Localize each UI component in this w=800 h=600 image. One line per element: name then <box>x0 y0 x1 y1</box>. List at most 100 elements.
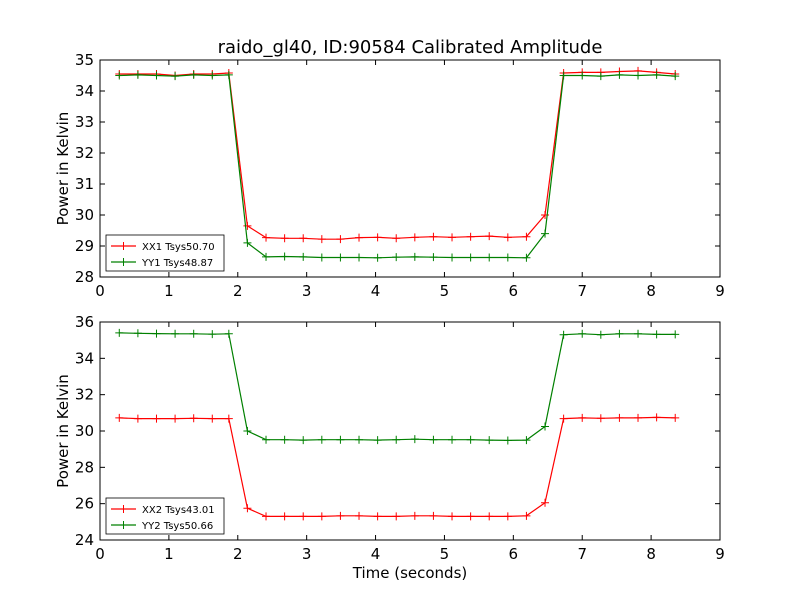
legend-marker <box>119 258 128 266</box>
y-tick-label: 30 <box>75 422 94 440</box>
data-point <box>634 329 643 338</box>
data-point <box>224 329 233 338</box>
data-point <box>485 436 494 445</box>
data-point <box>448 233 457 242</box>
data-point <box>559 330 568 339</box>
data-point <box>317 512 326 521</box>
data-point <box>615 70 624 79</box>
data-point <box>280 435 289 444</box>
data-point <box>171 414 180 423</box>
data-point <box>392 234 401 243</box>
y-tick-label: 34 <box>75 349 94 367</box>
legend-label: YY2 Tsys50.66 <box>141 521 213 532</box>
data-point <box>224 414 233 423</box>
y-tick-label: 31 <box>75 175 94 193</box>
data-point <box>373 233 382 242</box>
series-line-1-1 <box>119 70 676 240</box>
y-tick-label: 29 <box>75 237 94 255</box>
data-point <box>503 436 512 445</box>
data-point <box>115 328 124 337</box>
x-tick-label: 2 <box>233 545 243 563</box>
series-line-2-2 <box>119 332 676 442</box>
chart-title: raido_gl40, ID:90584 Calibrated Amplitud… <box>218 37 603 58</box>
data-point <box>373 512 382 521</box>
data-point <box>317 435 326 444</box>
data-point <box>410 252 419 261</box>
data-point <box>671 72 680 81</box>
data-point <box>262 435 271 444</box>
data-point <box>262 252 271 261</box>
x-tick-label: 4 <box>371 545 381 563</box>
data-point <box>299 252 308 261</box>
data-point <box>671 413 680 422</box>
data-point <box>429 435 438 444</box>
data-point <box>410 511 419 520</box>
data-point <box>448 512 457 521</box>
data-point <box>448 253 457 262</box>
data-point <box>541 229 550 238</box>
data-point <box>615 413 624 422</box>
x-tick-label: 5 <box>440 282 450 300</box>
data-point <box>243 427 252 435</box>
legend-marker <box>119 521 128 529</box>
data-point <box>299 512 308 521</box>
data-point <box>541 422 550 431</box>
x-tick-label: 6 <box>509 282 519 300</box>
y-tick-label: 35 <box>75 51 94 69</box>
data-point <box>373 253 382 262</box>
data-point <box>392 512 401 521</box>
x-tick-label: 0 <box>95 282 105 300</box>
data-point <box>299 234 308 243</box>
data-point <box>634 413 643 422</box>
x-tick-label: 9 <box>715 282 725 300</box>
data-point <box>336 511 345 520</box>
data-point <box>317 235 326 244</box>
x-tick-label: 7 <box>577 545 587 563</box>
y-tick-label: 30 <box>75 206 94 224</box>
y-tick-label: 26 <box>75 495 94 513</box>
data-point <box>336 235 345 244</box>
data-point <box>262 512 271 521</box>
data-point <box>410 435 419 444</box>
y-axis-label: Power in Kelvin <box>54 112 72 226</box>
data-point <box>152 414 161 423</box>
x-tick-label: 3 <box>302 545 312 563</box>
data-point <box>336 253 345 262</box>
data-point <box>189 414 198 423</box>
data-point <box>559 71 568 80</box>
data-point <box>466 435 475 444</box>
data-point <box>466 232 475 241</box>
data-point <box>280 512 289 521</box>
data-point <box>429 511 438 520</box>
x-tick-label: 0 <box>95 545 105 563</box>
data-point <box>355 233 364 242</box>
legend-box <box>105 497 225 535</box>
data-point <box>429 253 438 262</box>
data-point <box>503 512 512 521</box>
y-tick-label: 32 <box>75 386 94 404</box>
data-point <box>373 436 382 445</box>
x-tick-label: 5 <box>440 545 450 563</box>
data-point <box>652 330 661 339</box>
x-tick-label: 6 <box>509 545 519 563</box>
x-tick-label: 3 <box>302 282 312 300</box>
data-point <box>615 329 624 338</box>
data-point <box>578 413 587 422</box>
data-point <box>189 329 198 338</box>
y-tick-label: 36 <box>75 313 94 331</box>
data-point <box>208 330 217 339</box>
data-point <box>243 221 252 230</box>
y-tick-label: 34 <box>75 82 94 100</box>
data-point <box>133 414 142 423</box>
data-point <box>671 330 680 339</box>
data-point <box>152 71 161 80</box>
x-tick-label: 8 <box>646 282 656 300</box>
x-tick-label: 9 <box>715 545 725 563</box>
y-tick-label: 32 <box>75 144 94 162</box>
legend-label: XX2 Tsys43.01 <box>142 505 215 516</box>
y-tick-label: 33 <box>75 113 94 131</box>
data-point <box>115 71 124 80</box>
data-point <box>503 233 512 242</box>
